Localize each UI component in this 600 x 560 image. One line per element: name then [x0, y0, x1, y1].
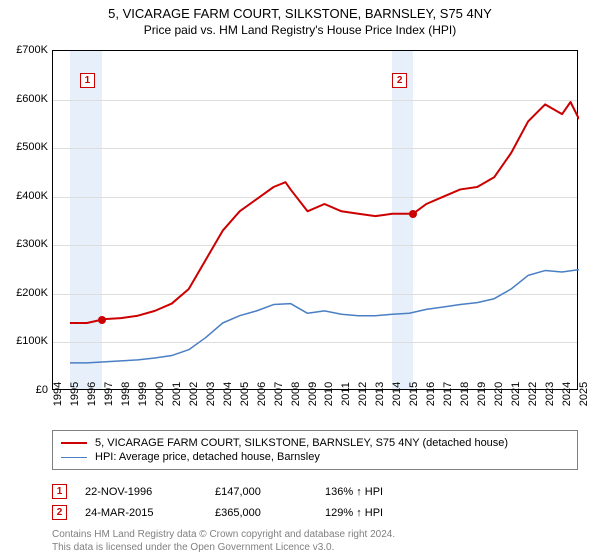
x-tick-label: 1998: [120, 382, 132, 406]
y-tick-label: £100K: [16, 335, 48, 347]
x-tick-label: 1995: [69, 382, 81, 406]
title-block: 5, VICARAGE FARM COURT, SILKSTONE, BARNS…: [0, 0, 600, 37]
sale-box-2: 2: [392, 73, 407, 88]
sale-dot-2: [409, 210, 417, 218]
x-tick-label: 2017: [442, 382, 454, 406]
y-tick-label: £200K: [16, 287, 48, 299]
legend-swatch-property: [61, 442, 87, 444]
x-tick-label: 2024: [561, 382, 573, 406]
sale-price-2: £365,000: [215, 507, 325, 519]
footer-line-2: This data is licensed under the Open Gov…: [52, 541, 395, 554]
sale-marker-1: 1: [52, 484, 67, 499]
chart-container: 5, VICARAGE FARM COURT, SILKSTONE, BARNS…: [0, 0, 600, 560]
x-tick-label: 2009: [307, 382, 319, 406]
x-tick-label: 2014: [391, 382, 403, 406]
x-tick-label: 2022: [527, 382, 539, 406]
legend-row-property: 5, VICARAGE FARM COURT, SILKSTONE, BARNS…: [61, 437, 569, 449]
y-tick-label: £0: [36, 384, 48, 396]
chart-area: 12 £0£100K£200K£300K£400K£500K£600K£700K…: [52, 50, 578, 390]
sale-rows: 1 22-NOV-1996 £147,000 136% ↑ HPI 2 24-M…: [52, 478, 578, 520]
x-tick-label: 2007: [273, 382, 285, 406]
x-tick-label: 2025: [578, 382, 590, 406]
footer: Contains HM Land Registry data © Crown c…: [52, 528, 395, 554]
sale-price-1: £147,000: [215, 486, 325, 498]
x-tick-label: 2003: [205, 382, 217, 406]
title-line-2: Price paid vs. HM Land Registry's House …: [0, 23, 600, 37]
legend-label-hpi: HPI: Average price, detached house, Barn…: [95, 451, 320, 463]
sale-box-1: 1: [80, 73, 95, 88]
x-tick-label: 2011: [340, 382, 352, 406]
x-tick-label: 2018: [459, 382, 471, 406]
y-tick-label: £300K: [16, 238, 48, 250]
x-tick-label: 2013: [374, 382, 386, 406]
legend-swatch-hpi: [61, 457, 87, 458]
series-hpi: [70, 270, 579, 363]
legend: 5, VICARAGE FARM COURT, SILKSTONE, BARNS…: [52, 430, 578, 470]
sale-hpi-2: 129% ↑ HPI: [325, 507, 578, 519]
series-property: [70, 102, 579, 323]
legend-row-hpi: HPI: Average price, detached house, Barn…: [61, 451, 569, 463]
y-tick-label: £400K: [16, 190, 48, 202]
x-tick-label: 2006: [256, 382, 268, 406]
x-tick-label: 2015: [408, 382, 420, 406]
x-tick-label: 2012: [357, 382, 369, 406]
footer-line-1: Contains HM Land Registry data © Crown c…: [52, 528, 395, 541]
x-tick-label: 2023: [544, 382, 556, 406]
x-tick-label: 2008: [290, 382, 302, 406]
x-tick-label: 2010: [323, 382, 335, 406]
x-tick-label: 2016: [425, 382, 437, 406]
x-tick-label: 2001: [171, 382, 183, 406]
x-tick-label: 2000: [154, 382, 166, 406]
x-tick-label: 2004: [222, 382, 234, 406]
x-tick-label: 2005: [239, 382, 251, 406]
sale-row-1: 1 22-NOV-1996 £147,000 136% ↑ HPI: [52, 484, 578, 499]
y-tick-label: £700K: [16, 44, 48, 56]
sale-date-2: 24-MAR-2015: [85, 507, 215, 519]
x-tick-label: 1997: [103, 382, 115, 406]
x-tick-label: 2021: [510, 382, 522, 406]
x-tick-label: 1999: [137, 382, 149, 406]
plot-area: 12: [52, 50, 578, 390]
y-tick-label: £600K: [16, 93, 48, 105]
legend-label-property: 5, VICARAGE FARM COURT, SILKSTONE, BARNS…: [95, 437, 508, 449]
x-tick-label: 1996: [86, 382, 98, 406]
x-tick-label: 2020: [493, 382, 505, 406]
sale-date-1: 22-NOV-1996: [85, 486, 215, 498]
sale-hpi-1: 136% ↑ HPI: [325, 486, 578, 498]
sale-marker-2: 2: [52, 505, 67, 520]
sale-row-2: 2 24-MAR-2015 £365,000 129% ↑ HPI: [52, 505, 578, 520]
y-tick-label: £500K: [16, 141, 48, 153]
x-tick-label: 2019: [476, 382, 488, 406]
sale-dot-1: [98, 316, 106, 324]
x-tick-label: 1994: [52, 382, 64, 406]
line-layer: [53, 51, 579, 391]
title-line-1: 5, VICARAGE FARM COURT, SILKSTONE, BARNS…: [0, 6, 600, 21]
x-tick-label: 2002: [188, 382, 200, 406]
